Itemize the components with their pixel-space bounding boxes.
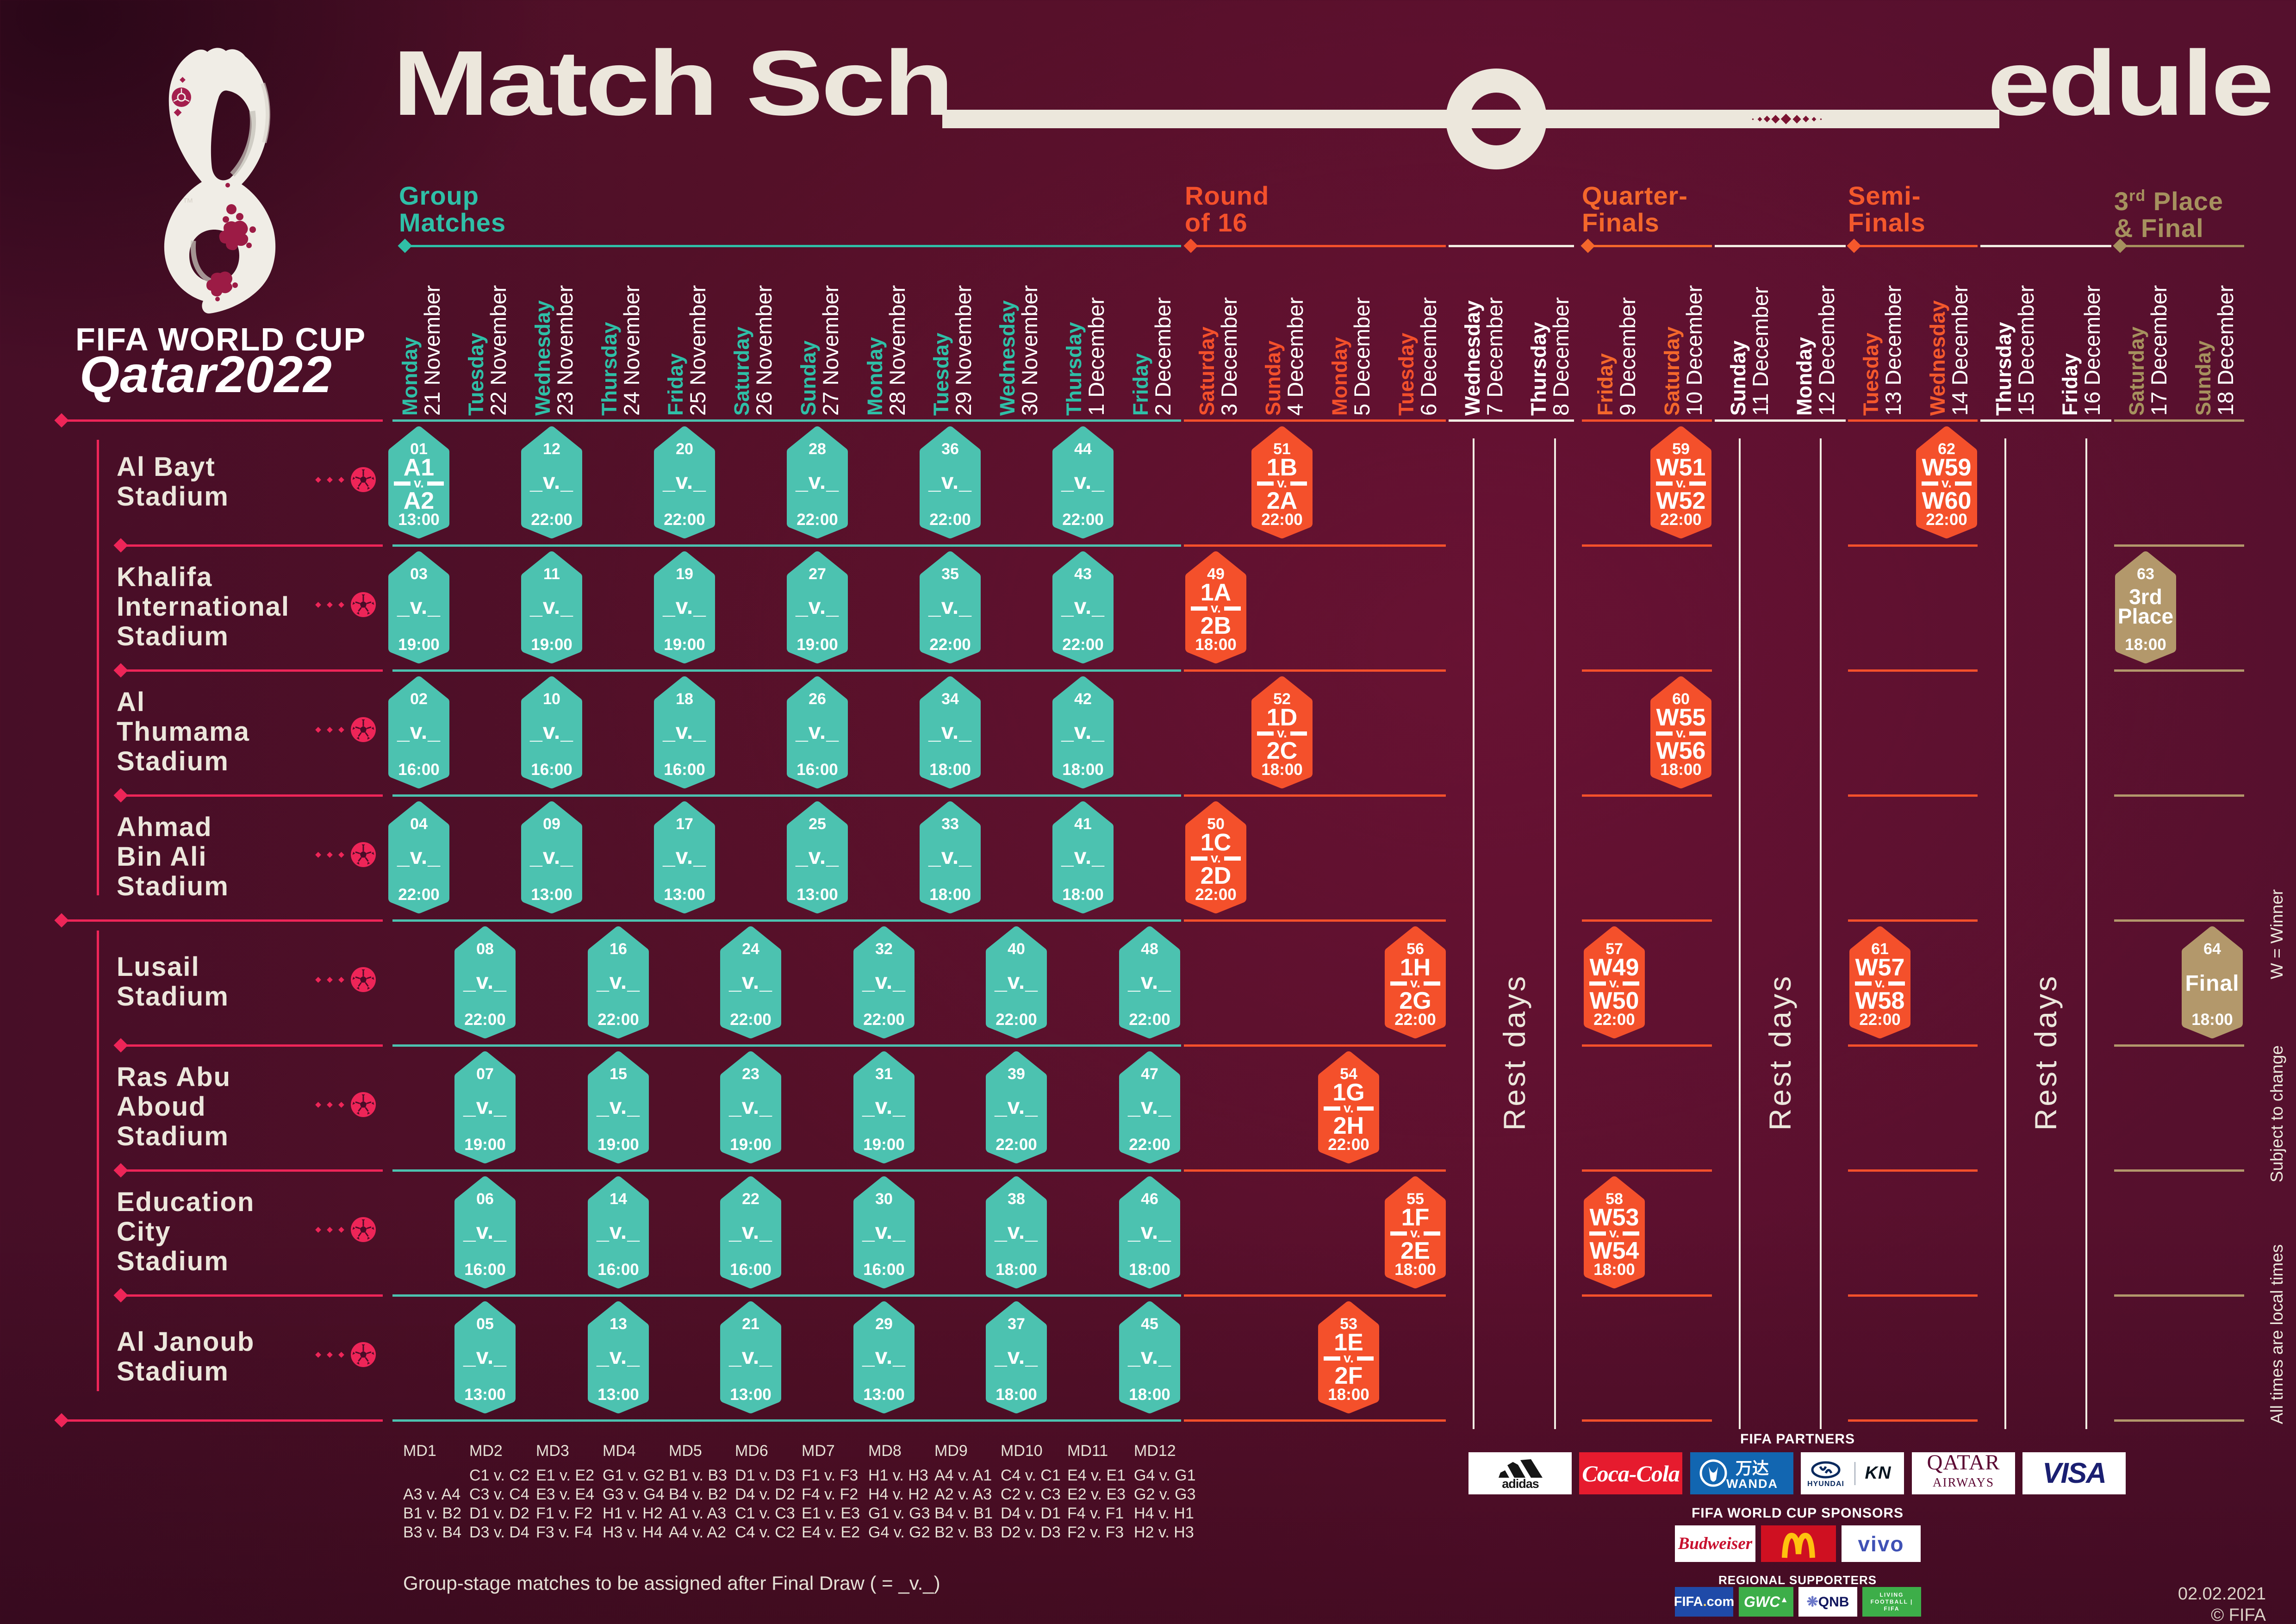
svg-text:WANDA: WANDA	[1726, 1477, 1778, 1491]
svg-text:adidas: adidas	[1502, 1477, 1539, 1490]
svg-text:KN: KN	[1865, 1463, 1892, 1483]
svg-text:HYUNDAI: HYUNDAI	[1807, 1480, 1844, 1488]
svg-text:万达: 万达	[1735, 1459, 1768, 1478]
